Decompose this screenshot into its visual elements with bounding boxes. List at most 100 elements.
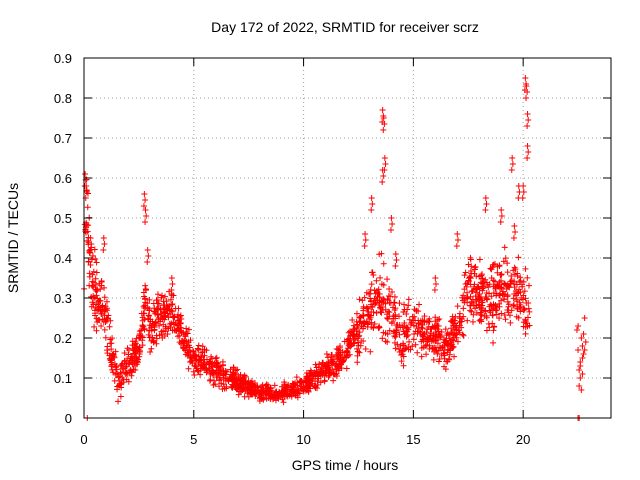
data-point [576, 383, 583, 389]
data-point [507, 281, 514, 288]
data-point [93, 269, 100, 276]
data-point [380, 115, 387, 121]
data-point [448, 317, 455, 324]
data-point [82, 226, 89, 233]
data-point [289, 380, 296, 387]
data-point [426, 318, 433, 325]
data-point [504, 293, 511, 300]
data-point [478, 272, 485, 279]
data-point [477, 309, 484, 316]
data-point [170, 292, 177, 299]
data-point [382, 306, 389, 313]
data-point [168, 301, 175, 308]
data-point [330, 377, 337, 384]
data-point [163, 306, 170, 313]
data-point [356, 329, 363, 336]
data-point [380, 281, 387, 288]
data-point [442, 366, 449, 373]
data-point [437, 334, 444, 341]
data-point [102, 306, 109, 313]
data-point [370, 309, 377, 316]
data-point [576, 367, 583, 373]
data-point [463, 295, 470, 302]
data-point [524, 89, 531, 95]
data-point [98, 322, 105, 329]
data-point [386, 313, 393, 320]
data-point [329, 366, 336, 373]
data-point [424, 338, 431, 345]
data-point [337, 361, 344, 368]
data-point [108, 363, 115, 370]
data-point [432, 328, 439, 335]
data-point [230, 365, 237, 372]
data-point [140, 289, 147, 296]
data-point [172, 305, 179, 312]
data-point [465, 277, 472, 284]
data-point [510, 295, 517, 302]
data-point [380, 329, 387, 336]
data-point [96, 317, 103, 324]
x-tick-label: 15 [406, 432, 420, 447]
x-tick-label: 0 [80, 432, 87, 447]
data-point [466, 302, 473, 309]
data-point [90, 268, 97, 275]
data-point [387, 227, 394, 233]
data-point [341, 353, 348, 360]
data-point [419, 325, 426, 332]
data-point [356, 332, 363, 339]
data-point [325, 365, 332, 372]
data-point [156, 322, 163, 329]
data-point [276, 392, 283, 399]
data-point [149, 318, 156, 325]
data-point [498, 271, 505, 278]
data-point [511, 291, 518, 298]
data-point [427, 335, 434, 342]
data-point [381, 155, 388, 161]
data-point [328, 351, 335, 358]
data-point [160, 327, 167, 334]
data-point [367, 286, 374, 293]
data-point [470, 311, 477, 318]
data-point [524, 111, 531, 117]
data-point [421, 313, 428, 320]
data-point [525, 300, 532, 307]
data-point [177, 340, 184, 347]
data-point [87, 262, 94, 269]
data-point [490, 327, 497, 334]
data-point [347, 332, 354, 339]
data-point [304, 375, 311, 382]
data-point [158, 294, 165, 301]
data-point [520, 183, 527, 189]
data-point [472, 263, 479, 270]
data-point [91, 246, 98, 253]
data-point [362, 231, 369, 237]
data-point [368, 195, 375, 201]
data-point [466, 273, 473, 280]
data-point [98, 310, 105, 317]
data-point [94, 286, 101, 293]
data-point [115, 374, 122, 381]
data-point [390, 330, 397, 337]
data-point [113, 366, 120, 373]
data-point [145, 253, 152, 259]
data-point [443, 332, 450, 339]
data-point [153, 305, 160, 312]
data-point [371, 301, 378, 308]
data-point [523, 83, 530, 89]
data-point [103, 305, 110, 312]
data-point [173, 327, 180, 334]
data-point [265, 382, 272, 389]
data-point [490, 289, 497, 296]
data-point [522, 75, 529, 81]
data-point [516, 299, 523, 306]
data-point [441, 342, 448, 349]
data-point [155, 300, 162, 307]
data-point [163, 298, 170, 305]
data-point [167, 296, 174, 303]
data-point [354, 359, 361, 366]
data-point [123, 370, 130, 377]
data-point [501, 296, 508, 303]
data-point [436, 315, 443, 322]
data-point [397, 324, 404, 331]
data-point [349, 316, 356, 323]
